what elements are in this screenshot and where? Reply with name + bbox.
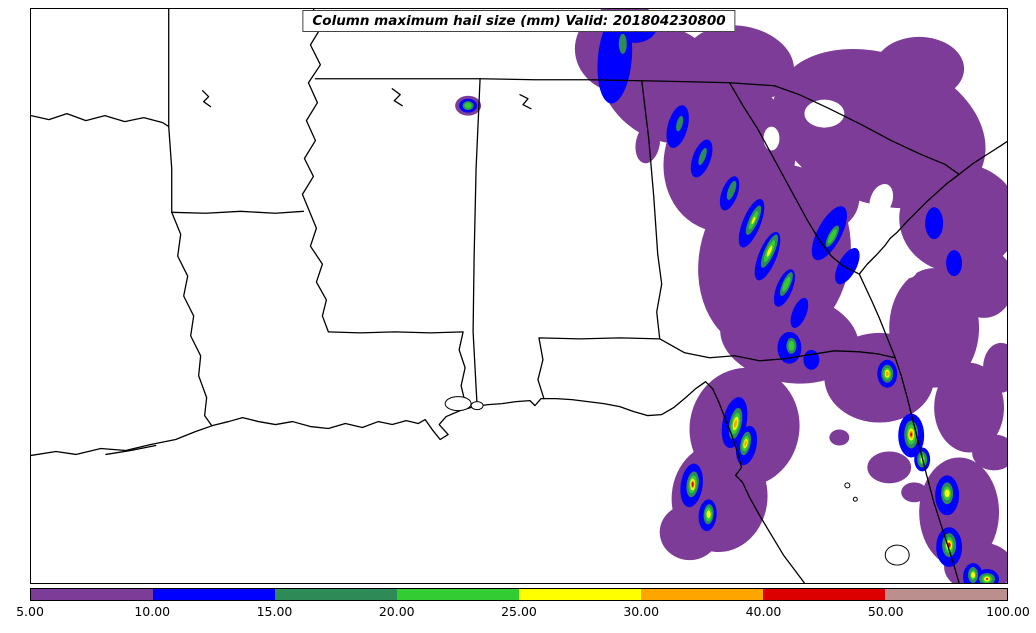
hail-region-40-50mm bbox=[691, 432, 989, 581]
border-mississippi-river bbox=[301, 9, 330, 333]
colorbar-tick-label: 5.00 bbox=[16, 604, 44, 619]
colorbar bbox=[30, 588, 1008, 601]
colorbar-segment bbox=[519, 589, 641, 600]
border-ms-al bbox=[472, 78, 481, 407]
map: Column maximum hail size (mm) Valid: 201… bbox=[30, 8, 1008, 584]
small-lake-2 bbox=[852, 496, 858, 502]
map-title: Column maximum hail size (mm) Valid: 201… bbox=[302, 10, 736, 32]
colorbar-segment bbox=[275, 589, 397, 600]
colorbar-tick-label: 25.00 bbox=[501, 604, 537, 619]
border-tx-la bbox=[171, 211, 213, 427]
border-al-ga bbox=[641, 80, 663, 340]
colorbar-segment bbox=[763, 589, 885, 600]
border-nc-sc bbox=[728, 82, 960, 176]
colorbar-tick-label: 20.00 bbox=[378, 604, 415, 619]
hail-region-5-10mm bbox=[455, 9, 1007, 583]
colorbar-tick-label: 100.00 bbox=[986, 604, 1030, 619]
river-squiggle-3 bbox=[519, 94, 532, 110]
lakes bbox=[444, 396, 910, 566]
colorbar-tick-label: 40.00 bbox=[745, 604, 782, 619]
border-ar-west bbox=[168, 9, 173, 213]
colorbar-segment bbox=[153, 589, 275, 600]
colorbar-segment bbox=[397, 589, 519, 600]
colorbar-segment bbox=[31, 589, 153, 600]
small-lake-1 bbox=[844, 482, 851, 489]
border-ga-sc bbox=[728, 82, 860, 275]
border-red-river bbox=[31, 112, 170, 128]
river-squiggle-2 bbox=[391, 88, 403, 107]
colorbar-tick-label: 10.00 bbox=[134, 604, 171, 619]
lake-pontchartrain bbox=[444, 396, 472, 412]
border-al-fl bbox=[537, 337, 661, 400]
hail-shading bbox=[455, 9, 1007, 583]
atlantic-coastline bbox=[858, 140, 1007, 583]
river-squiggle-1 bbox=[201, 90, 212, 108]
colorbar-tick-label: 30.00 bbox=[623, 604, 660, 619]
colorbar-tick-label: 15.00 bbox=[256, 604, 293, 619]
gulf-coastline bbox=[31, 381, 806, 583]
border-ar-la bbox=[171, 210, 305, 214]
lake-okeechobee bbox=[884, 544, 910, 566]
colorbar-segment bbox=[641, 589, 763, 600]
state-borders bbox=[31, 9, 1007, 583]
colorbar-tick-labels: 5.00 10.00 15.00 20.00 25.00 30.00 40.00 50.00 1… bbox=[16, 604, 1030, 622]
border-tn-line bbox=[314, 78, 731, 84]
map-canvas bbox=[31, 9, 1007, 583]
lake-maurepas bbox=[470, 401, 484, 411]
border-la-ms bbox=[327, 331, 467, 408]
colorbar-segment bbox=[885, 589, 1007, 600]
border-ga-fl bbox=[659, 338, 896, 362]
barrier-island bbox=[105, 444, 157, 456]
colorbar-tick-label: 50.00 bbox=[867, 604, 904, 619]
map-title-text: Column maximum hail size (mm) Valid: 201… bbox=[312, 13, 726, 29]
